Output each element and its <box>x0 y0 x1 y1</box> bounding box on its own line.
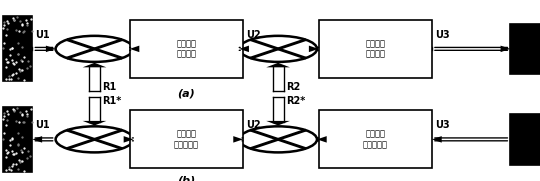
Polygon shape <box>46 46 56 52</box>
Bar <box>3 107 32 172</box>
Polygon shape <box>501 46 510 52</box>
Polygon shape <box>317 136 327 143</box>
Polygon shape <box>432 136 442 143</box>
Text: U1: U1 <box>35 30 50 40</box>
Polygon shape <box>266 121 290 125</box>
Text: 由外向内
柱面逆衍射: 由外向内 柱面逆衍射 <box>174 130 199 149</box>
Text: (a): (a) <box>178 89 195 99</box>
Polygon shape <box>130 46 139 52</box>
Text: 由内向外
柱面衍射: 由内向外 柱面衍射 <box>365 39 386 59</box>
Polygon shape <box>309 46 319 52</box>
Text: U3: U3 <box>435 30 449 40</box>
Polygon shape <box>239 46 249 52</box>
Text: (b): (b) <box>177 176 195 181</box>
Text: R2: R2 <box>286 82 300 92</box>
Polygon shape <box>266 63 290 67</box>
Polygon shape <box>233 136 243 143</box>
Bar <box>510 24 540 74</box>
Polygon shape <box>83 121 106 125</box>
Text: R1: R1 <box>103 82 117 92</box>
Text: U2: U2 <box>246 120 260 130</box>
Text: U3: U3 <box>435 120 449 130</box>
Circle shape <box>239 36 317 62</box>
Text: 由外向内
柱面衍射: 由外向内 柱面衍射 <box>176 39 197 59</box>
Bar <box>319 20 432 78</box>
Polygon shape <box>83 63 106 67</box>
Text: 由内向外
柱面逆衍射: 由内向外 柱面逆衍射 <box>363 130 388 149</box>
Bar <box>319 110 432 168</box>
Text: U1: U1 <box>35 120 50 130</box>
Text: R1*: R1* <box>103 96 122 106</box>
Text: R2*: R2* <box>286 96 306 106</box>
Polygon shape <box>124 136 133 143</box>
Bar <box>510 114 540 165</box>
Bar <box>130 20 243 78</box>
Bar <box>3 16 32 81</box>
Text: U2: U2 <box>246 30 260 40</box>
Circle shape <box>56 36 133 62</box>
Circle shape <box>239 126 317 152</box>
Circle shape <box>56 126 133 152</box>
Polygon shape <box>32 136 42 143</box>
Bar <box>130 110 243 168</box>
